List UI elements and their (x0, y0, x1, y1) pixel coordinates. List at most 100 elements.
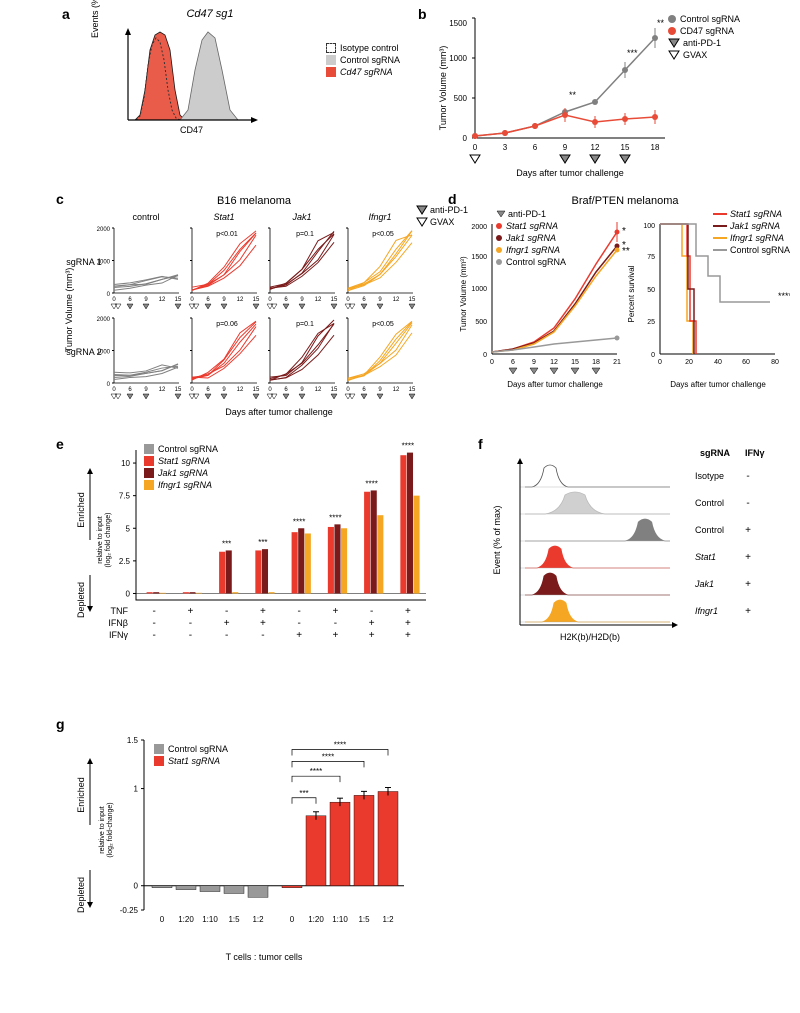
svg-text:18: 18 (592, 359, 600, 366)
svg-text:Jak1: Jak1 (694, 579, 714, 589)
svg-text:15: 15 (409, 387, 416, 393)
panel-a: a Cd47 sg1 CD47 Events (% of max) Isotyp… (80, 8, 340, 158)
svg-text:12: 12 (237, 297, 244, 303)
svg-text:1:5: 1:5 (358, 915, 370, 924)
svg-text:1:2: 1:2 (252, 915, 264, 924)
svg-text:18: 18 (651, 143, 660, 152)
panel-g-legend: Control sgRNA Stat1 sgRNA (154, 744, 228, 768)
svg-text:Ifngr1: Ifngr1 (368, 212, 391, 222)
svg-text:50: 50 (647, 287, 655, 294)
svg-text:****: **** (310, 767, 322, 776)
svg-text:7.5: 7.5 (119, 492, 131, 501)
svg-text:+: + (745, 552, 751, 563)
svg-text:21: 21 (613, 359, 621, 366)
panel-c-xlabel: Days after tumor challenge (114, 407, 444, 417)
panel-c: c B16 melanoma control Stat1 Jak1 Ifngr1… (64, 195, 444, 415)
panel-b-ylabel: Tumor Volume (mm³) (438, 46, 448, 131)
svg-text:80: 80 (771, 359, 779, 366)
svg-text:0: 0 (268, 297, 272, 303)
svg-text:1000: 1000 (97, 260, 111, 266)
svg-text:Enriched: Enriched (76, 777, 86, 813)
svg-text:500: 500 (475, 319, 487, 326)
svg-text:**: ** (569, 90, 577, 100)
svg-text:0: 0 (651, 352, 655, 359)
svg-text:Isotype: Isotype (695, 471, 724, 481)
svg-text:-: - (152, 618, 155, 629)
svg-text:9: 9 (300, 387, 304, 393)
svg-text:1000: 1000 (449, 54, 467, 63)
svg-text:0: 0 (107, 382, 111, 388)
panel-b: b 050010001500 0369121518 ******* (430, 8, 750, 178)
svg-text:6: 6 (206, 297, 210, 303)
svg-text:+: + (332, 630, 338, 641)
svg-text:9: 9 (222, 387, 226, 393)
svg-text:p=0.1: p=0.1 (296, 231, 314, 238)
svg-text:+: + (260, 606, 266, 617)
panel-g-chart: -0.25011.501:201:101:51:201:201:101:51:2… (64, 720, 424, 970)
svg-text:Stat1: Stat1 (213, 212, 234, 222)
svg-text:-: - (189, 618, 192, 629)
svg-text:-: - (746, 498, 749, 509)
svg-text:6: 6 (362, 387, 366, 393)
svg-text:6: 6 (511, 359, 515, 366)
svg-text:9: 9 (222, 297, 226, 303)
panel-f: f Isotype-Control-Control+Stat1+Jak1+Ifn… (490, 440, 780, 660)
svg-text:****: **** (402, 442, 414, 451)
svg-text:Enriched: Enriched (76, 492, 86, 528)
svg-text:1:2: 1:2 (382, 915, 394, 924)
svg-text:2.5: 2.5 (119, 557, 131, 566)
svg-text:9: 9 (563, 143, 568, 152)
panel-a-label: a (62, 6, 70, 22)
svg-text:-: - (370, 606, 373, 617)
svg-text:relative to input: relative to input (99, 806, 106, 854)
svg-text:0: 0 (658, 359, 662, 366)
svg-text:0: 0 (473, 143, 478, 152)
panel-g-label: g (56, 716, 65, 732)
svg-text:40: 40 (714, 359, 722, 366)
panel-a-xlabel: CD47 (180, 125, 203, 135)
svg-text:1: 1 (134, 785, 139, 794)
svg-text:Event (% of max): Event (% of max) (492, 505, 502, 574)
svg-text:0: 0 (112, 297, 116, 303)
svg-text:-: - (189, 630, 192, 641)
svg-text:(log₂ fold-change): (log₂ fold-change) (107, 802, 114, 857)
svg-text:control: control (132, 212, 159, 222)
svg-text:6: 6 (284, 387, 288, 393)
svg-text:T cells : tumor cells: T cells : tumor cells (226, 952, 303, 962)
svg-text:0: 0 (346, 387, 350, 393)
svg-text:TNF: TNF (111, 606, 129, 616)
panel-e: e 02.557.510**********************TNF-+-… (64, 440, 444, 670)
svg-text:****: **** (365, 479, 377, 488)
svg-text:****: **** (778, 291, 790, 301)
svg-text:-: - (261, 630, 264, 641)
svg-text:H2K(b)/H2D(b): H2K(b)/H2D(b) (560, 632, 620, 642)
svg-text:0: 0 (463, 134, 468, 143)
svg-text:Control: Control (695, 498, 724, 508)
svg-text:**: ** (657, 18, 665, 28)
svg-text:6: 6 (128, 387, 132, 393)
svg-text:Jak1: Jak1 (291, 212, 311, 222)
panel-c-grid: control Stat1 Jak1 Ifngr1 sgRNA 1 sgRNA … (64, 210, 444, 410)
svg-text:IFNγ: IFNγ (109, 630, 128, 640)
svg-text:15: 15 (409, 297, 416, 303)
svg-text:Depleted: Depleted (76, 582, 86, 618)
svg-text:+: + (745, 525, 751, 536)
svg-text:Percent survival: Percent survival (627, 265, 636, 322)
svg-text:IFNγ: IFNγ (745, 448, 765, 458)
panel-b-legend: Control sgRNA CD47 sgRNA anti-PD-1 GVAX (668, 14, 740, 62)
panel-f-chart: Isotype-Control-Control+Stat1+Jak1+Ifngr… (490, 440, 780, 660)
svg-text:0: 0 (268, 387, 272, 393)
panel-d-title: Braf/PTEN melanoma (460, 195, 790, 207)
svg-text:**: ** (622, 246, 630, 257)
svg-text:p=0.1: p=0.1 (296, 321, 314, 328)
svg-text:-: - (297, 606, 300, 617)
svg-text:15: 15 (253, 387, 260, 393)
svg-text:+: + (745, 606, 751, 617)
svg-text:1500: 1500 (449, 19, 467, 28)
svg-text:p<0.05: p<0.05 (372, 231, 394, 238)
svg-text:Stat1: Stat1 (695, 552, 716, 562)
panel-c-title: B16 melanoma (64, 195, 444, 207)
svg-text:2000: 2000 (97, 317, 111, 323)
panel-b-label: b (418, 6, 427, 22)
svg-text:12: 12 (315, 387, 322, 393)
